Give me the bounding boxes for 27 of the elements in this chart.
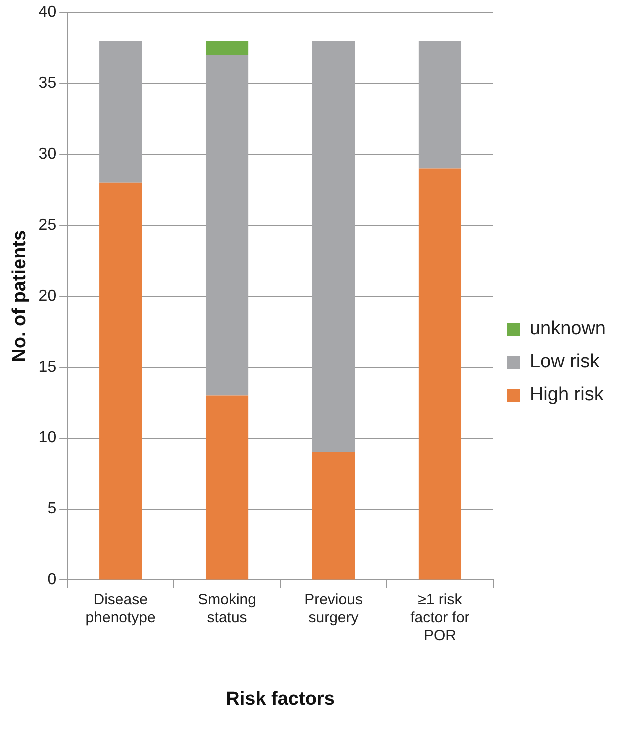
x-tick-label: Previous surgery bbox=[304, 591, 363, 626]
y-tick-label: 20 bbox=[38, 288, 57, 305]
bar bbox=[100, 40, 142, 183]
y-tick-label: 40 bbox=[38, 4, 57, 22]
bar bbox=[312, 452, 356, 580]
y-tick-label: 15 bbox=[38, 358, 57, 376]
x-tick-label: ≥1 risk factor for POR bbox=[410, 591, 470, 644]
y-tick-label: 35 bbox=[38, 74, 57, 92]
y-tick-label: 25 bbox=[38, 216, 57, 234]
legend-label: High risk bbox=[530, 384, 604, 406]
x-tick-label: Smoking status bbox=[198, 591, 256, 626]
y-tick-label: 30 bbox=[38, 146, 57, 163]
y-tick-label: 0 bbox=[48, 572, 57, 589]
bar bbox=[206, 40, 249, 56]
bar bbox=[206, 396, 249, 580]
y-tick-label: 5 bbox=[48, 500, 57, 518]
x-tick-label: Disease phenotype bbox=[86, 591, 156, 626]
bar bbox=[418, 168, 462, 580]
bar bbox=[312, 40, 356, 452]
bar bbox=[100, 182, 142, 580]
y-tick-label: 10 bbox=[38, 430, 57, 447]
bar bbox=[418, 40, 462, 169]
legend-label: unknown bbox=[530, 318, 606, 340]
legend-label: Low risk bbox=[530, 352, 600, 373]
y-axis-title: No. of patients bbox=[10, 230, 31, 362]
x-axis-title: Risk factors bbox=[226, 688, 335, 710]
bar bbox=[206, 55, 249, 396]
